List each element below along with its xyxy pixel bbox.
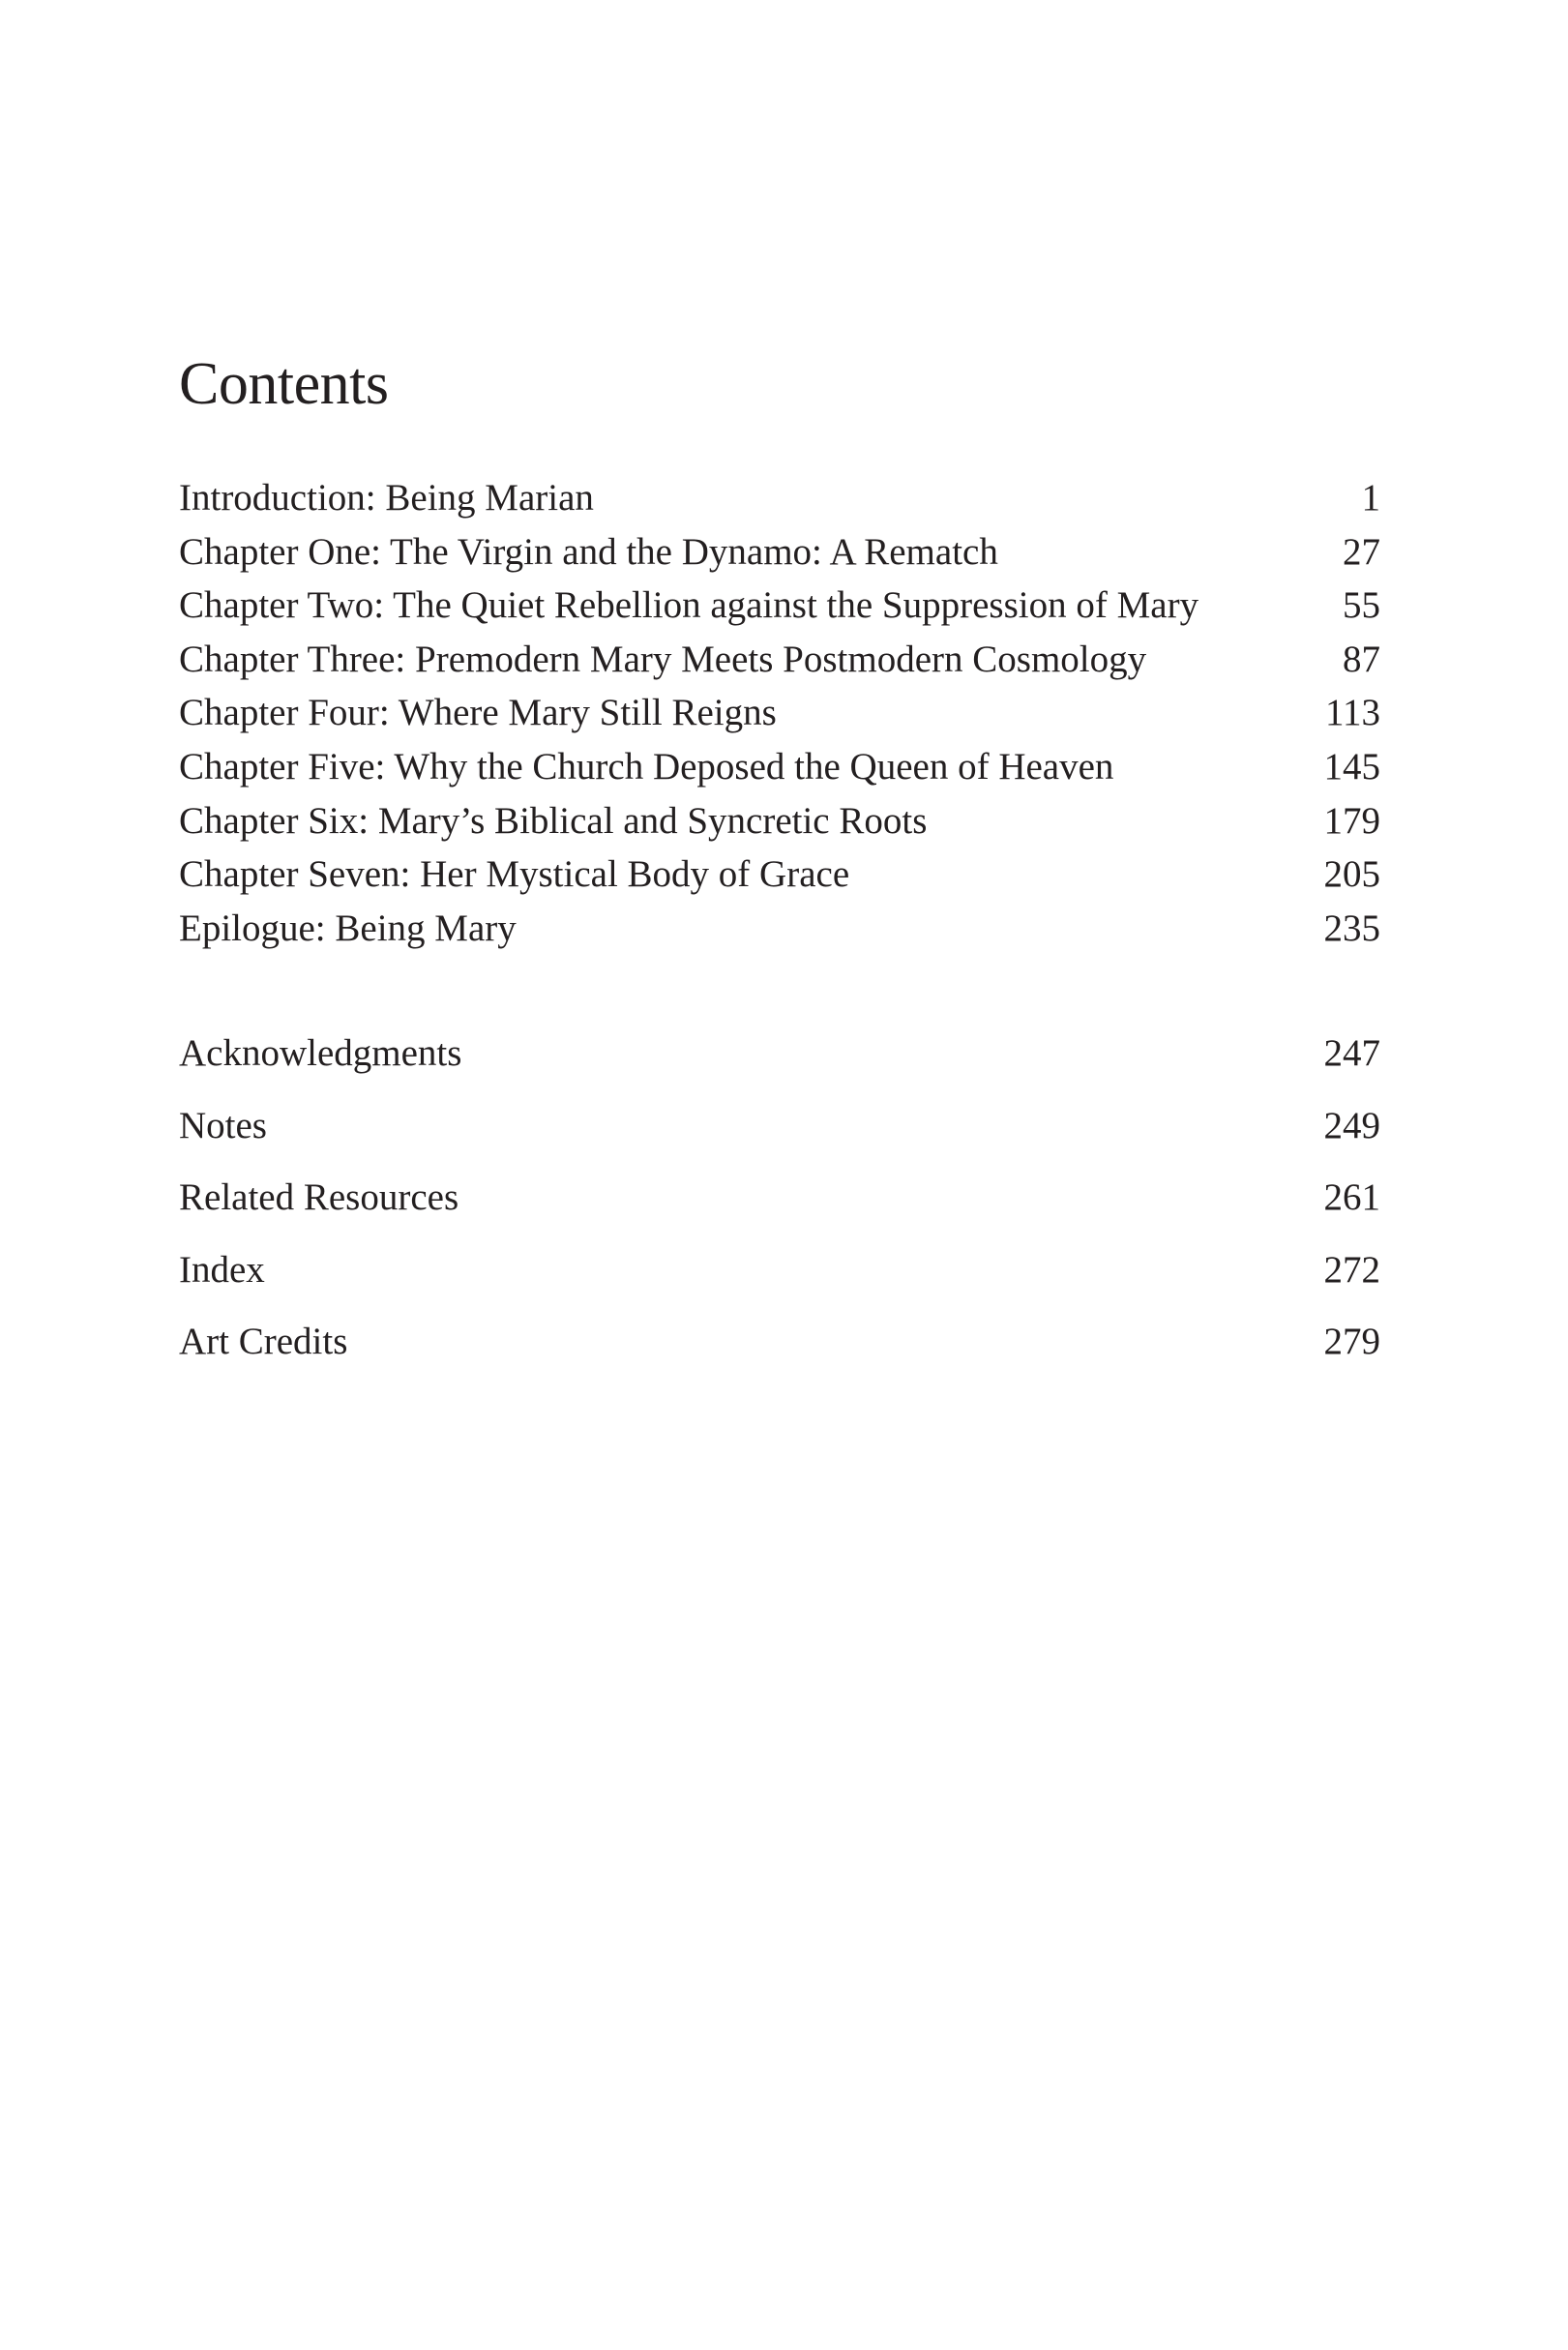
toc-entry[interactable]: Notes 249 bbox=[179, 1099, 1380, 1172]
toc-entry[interactable]: Acknowledgments 247 bbox=[179, 1026, 1380, 1099]
toc-entry[interactable]: Art Credits 279 bbox=[179, 1315, 1380, 1387]
entry-title: Related Resources bbox=[179, 1176, 459, 1219]
entry-title: Chapter Four: Where Mary Still Reigns bbox=[179, 692, 777, 734]
toc-entry[interactable]: Chapter Four: Where Mary Still Reigns 113 bbox=[179, 686, 1380, 740]
entry-title: Notes bbox=[179, 1104, 267, 1146]
entry-title: Chapter Seven: Her Mystical Body of Grac… bbox=[179, 853, 850, 896]
entry-title: Chapter One: The Virgin and the Dynamo: … bbox=[179, 530, 998, 573]
entry-title: Acknowledgments bbox=[179, 1032, 462, 1074]
entry-title: Chapter Three: Premodern Mary Meets Post… bbox=[179, 638, 1147, 680]
page-title: Contents bbox=[179, 351, 389, 417]
entry-title: Chapter Five: Why the Church Deposed the… bbox=[179, 745, 1114, 788]
toc-entry[interactable]: Chapter One: The Virgin and the Dynamo: … bbox=[179, 525, 1380, 580]
entry-page: 249 bbox=[1323, 1104, 1381, 1146]
toc-entry[interactable]: Introduction: Being Marian 1 bbox=[179, 471, 1380, 525]
entry-page: 272 bbox=[1323, 1248, 1381, 1291]
entry-page: 279 bbox=[1323, 1321, 1381, 1363]
entry-title: Chapter Six: Mary’s Biblical and Syncret… bbox=[179, 799, 928, 842]
entry-page: 55 bbox=[1343, 584, 1380, 627]
entry-title: Introduction: Being Marian bbox=[179, 477, 594, 519]
entry-page: 235 bbox=[1323, 907, 1381, 949]
toc-entry[interactable]: Index 272 bbox=[179, 1243, 1380, 1316]
toc-entry[interactable]: Chapter Seven: Her Mystical Body of Grac… bbox=[179, 848, 1380, 902]
back-matter-list: Acknowledgments 247 Notes 249 Related Reso… bbox=[179, 1026, 1380, 1387]
toc-entry[interactable]: Related Resources 261 bbox=[179, 1171, 1380, 1243]
entry-title: Art Credits bbox=[179, 1321, 348, 1363]
entry-page: 179 bbox=[1323, 799, 1381, 842]
entry-title: Chapter Two: The Quiet Rebellion against… bbox=[179, 584, 1199, 627]
entry-page: 247 bbox=[1323, 1032, 1381, 1074]
chapter-list: Introduction: Being Marian 1 Chapter One:… bbox=[179, 471, 1380, 955]
entry-page: 261 bbox=[1323, 1176, 1381, 1219]
toc-entry[interactable]: Chapter Six: Mary’s Biblical and Syncret… bbox=[179, 794, 1380, 848]
toc-entry[interactable]: Epilogue: Being Mary 235 bbox=[179, 902, 1380, 956]
entry-page: 87 bbox=[1343, 638, 1380, 680]
entry-page: 145 bbox=[1323, 745, 1381, 788]
toc-entry[interactable]: Chapter Three: Premodern Mary Meets Post… bbox=[179, 633, 1380, 687]
entry-page: 205 bbox=[1323, 853, 1381, 896]
entry-page: 113 bbox=[1324, 692, 1380, 734]
entry-page: 27 bbox=[1343, 530, 1380, 573]
entry-page: 1 bbox=[1361, 477, 1381, 519]
toc-entry[interactable]: Chapter Five: Why the Church Deposed the… bbox=[179, 740, 1380, 794]
toc-entry[interactable]: Chapter Two: The Quiet Rebellion against… bbox=[179, 579, 1380, 633]
entry-title: Epilogue: Being Mary bbox=[179, 907, 517, 949]
entry-title: Index bbox=[179, 1248, 265, 1291]
